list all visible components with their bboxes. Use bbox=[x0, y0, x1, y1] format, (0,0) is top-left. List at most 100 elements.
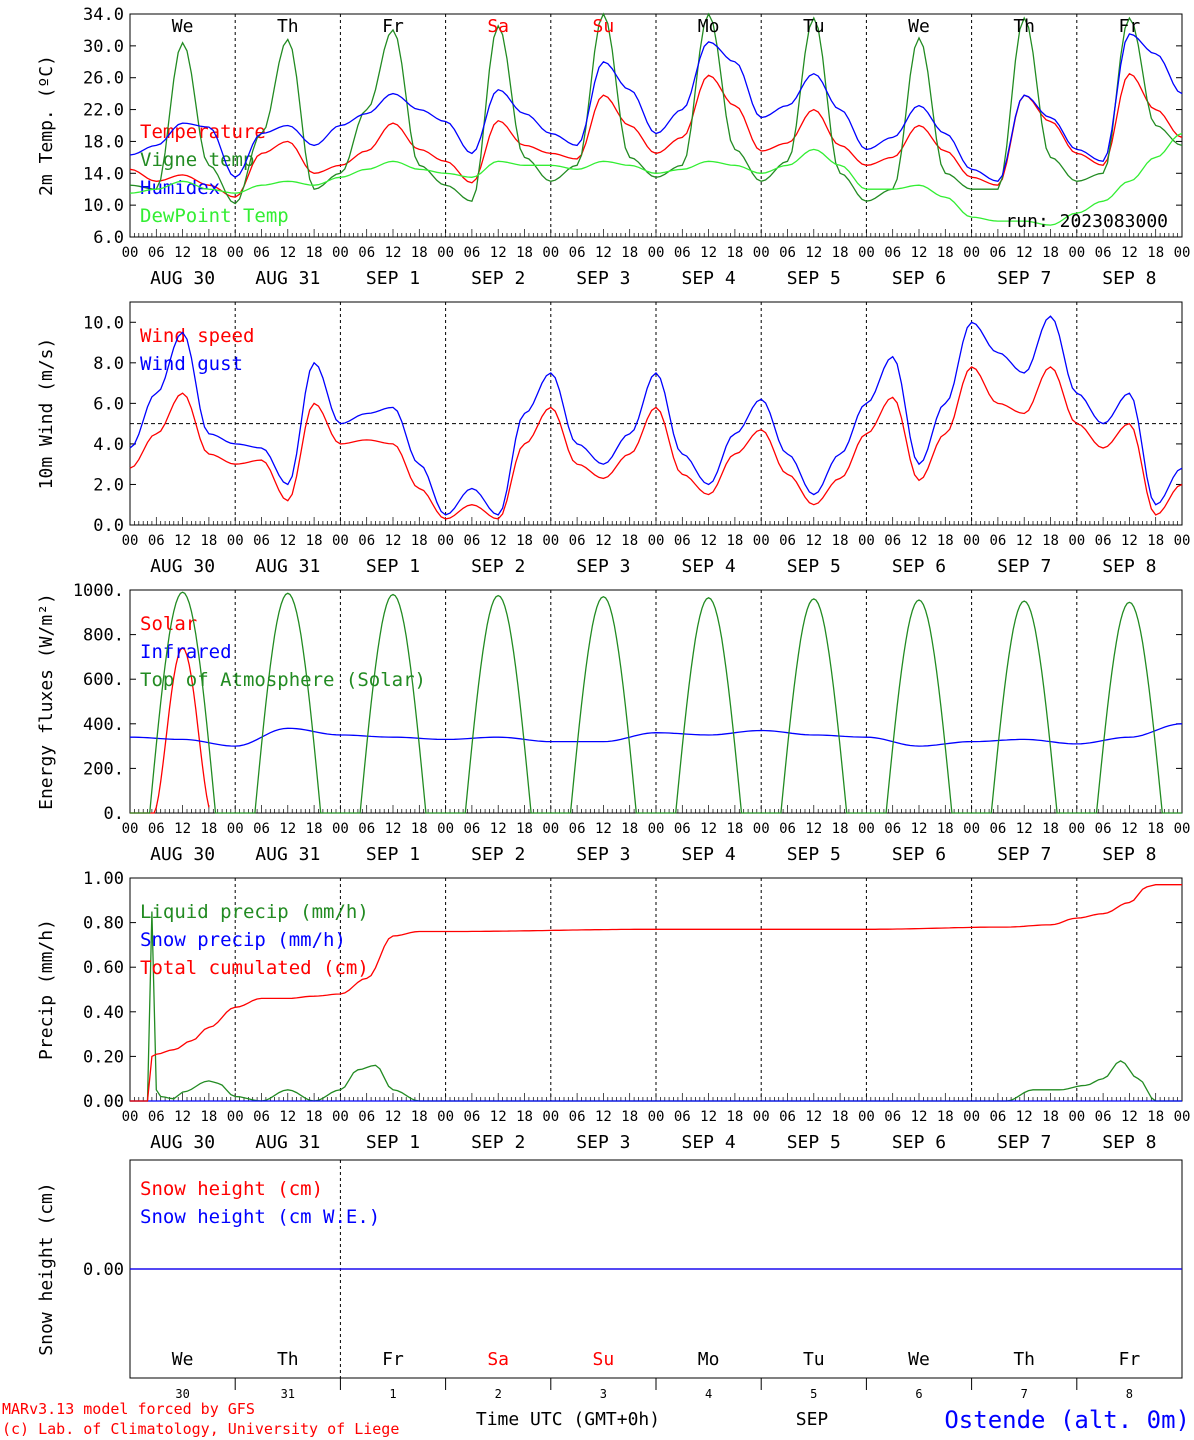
hour-label: 06 bbox=[358, 821, 375, 837]
y-axis-label: Precip (mm/h) bbox=[36, 919, 57, 1060]
hour-label: 18 bbox=[621, 245, 638, 261]
hour-label: 00 bbox=[963, 821, 980, 837]
hour-label: 06 bbox=[148, 1109, 165, 1125]
hour-label: 12 bbox=[385, 1109, 402, 1125]
hour-label: 12 bbox=[1016, 533, 1033, 549]
hour-label: 18 bbox=[726, 245, 743, 261]
hour-label: 00 bbox=[542, 533, 559, 549]
date-label: SEP 8 bbox=[1102, 268, 1156, 289]
date-label: SEP 6 bbox=[892, 844, 946, 865]
day-number-label: 4 bbox=[705, 1387, 712, 1401]
precip-panel: 0.00 0.20 0.40 0.60 0.80 1.00 Precip (mm/h) 00 0… bbox=[36, 869, 1190, 1153]
date-label: SEP 2 bbox=[471, 268, 525, 289]
weekday-label: Th bbox=[277, 1349, 299, 1370]
date-label: SEP 3 bbox=[576, 556, 630, 577]
hour-label: 00 bbox=[332, 245, 349, 261]
y-axis-label: 2m Temp. (ºC) bbox=[36, 55, 57, 196]
date-label: SEP 3 bbox=[576, 268, 630, 289]
hour-label: 06 bbox=[569, 245, 586, 261]
hour-label: 12 bbox=[805, 533, 822, 549]
y-tick-label: 0.20 bbox=[83, 1047, 124, 1067]
date-label: SEP 5 bbox=[787, 1132, 841, 1153]
hour-label: 00 bbox=[332, 821, 349, 837]
hour-label: 00 bbox=[963, 1109, 980, 1125]
hour-label: 06 bbox=[148, 533, 165, 549]
hour-ticks bbox=[129, 1093, 1183, 1101]
hour-label: 06 bbox=[779, 821, 796, 837]
weekday-label: Fr bbox=[382, 16, 404, 37]
y-axis-label: Energy fluxes (W/m²) bbox=[36, 593, 57, 810]
legend-entry: DewPoint Temp bbox=[140, 205, 289, 227]
y-tick-label: 0.40 bbox=[83, 1003, 124, 1023]
hour-label: 06 bbox=[463, 821, 480, 837]
date-label: AUG 30 bbox=[150, 1132, 215, 1153]
hour-label: 12 bbox=[805, 821, 822, 837]
hour-label: 06 bbox=[148, 821, 165, 837]
hour-label: 18 bbox=[306, 1109, 323, 1125]
hour-label: 12 bbox=[805, 1109, 822, 1125]
date-label: AUG 30 bbox=[150, 556, 215, 577]
hour-label: 12 bbox=[490, 1109, 507, 1125]
date-label: SEP 2 bbox=[471, 1132, 525, 1153]
y-axis-label: Snow height (cm) bbox=[36, 1182, 57, 1355]
hour-label: 18 bbox=[832, 245, 849, 261]
hour-label: 18 bbox=[200, 821, 217, 837]
hour-label: 12 bbox=[911, 533, 928, 549]
legend-entry: Wind speed bbox=[140, 325, 254, 347]
hour-label: 00 bbox=[1174, 1109, 1191, 1125]
station-label: Ostende (alt. 0m) bbox=[944, 1406, 1190, 1434]
day-number-label: 3 bbox=[600, 1387, 607, 1401]
hour-label: 06 bbox=[884, 821, 901, 837]
y-tick-label: 0.0 bbox=[93, 516, 124, 536]
y-tick-label: 14.0 bbox=[83, 164, 124, 184]
hour-label: 00 bbox=[122, 1109, 139, 1125]
hour-label: 12 bbox=[490, 821, 507, 837]
hour-label: 00 bbox=[753, 821, 770, 837]
hour-label: 00 bbox=[858, 533, 875, 549]
day-number-label: 5 bbox=[810, 1387, 817, 1401]
series-line-solar bbox=[130, 647, 210, 814]
hour-label: 18 bbox=[306, 533, 323, 549]
y-tick-label: 22.0 bbox=[83, 101, 124, 121]
weekday-label: We bbox=[908, 16, 930, 37]
hour-label: 12 bbox=[1121, 1109, 1138, 1125]
hour-label: 00 bbox=[753, 533, 770, 549]
y-tick-label: 0.00 bbox=[83, 1092, 124, 1112]
hour-label: 18 bbox=[937, 245, 954, 261]
hour-label: 12 bbox=[174, 245, 191, 261]
hour-label: 06 bbox=[253, 245, 270, 261]
hour-label: 18 bbox=[1042, 1109, 1059, 1125]
hour-ticks bbox=[129, 805, 1183, 813]
date-label: SEP 8 bbox=[1102, 556, 1156, 577]
plot-frame bbox=[129, 589, 1183, 814]
hour-label: 12 bbox=[700, 1109, 717, 1125]
hour-label: 18 bbox=[1147, 821, 1164, 837]
hour-label: 06 bbox=[1095, 821, 1112, 837]
date-label: SEP 6 bbox=[892, 268, 946, 289]
hour-label: 00 bbox=[1174, 245, 1191, 261]
hour-label: 18 bbox=[200, 1109, 217, 1125]
credit-line-2: (c) Lab. of Climatology, University of L… bbox=[2, 1420, 399, 1438]
date-label: SEP 5 bbox=[787, 844, 841, 865]
hour-label: 18 bbox=[411, 245, 428, 261]
hour-label: 00 bbox=[1174, 533, 1191, 549]
hour-label: 18 bbox=[516, 245, 533, 261]
hour-label: 06 bbox=[1095, 1109, 1112, 1125]
hour-label: 18 bbox=[1147, 1109, 1164, 1125]
hour-label: 00 bbox=[542, 821, 559, 837]
hour-label: 06 bbox=[569, 1109, 586, 1125]
date-label: SEP 7 bbox=[997, 844, 1051, 865]
y-tick-label: 10.0 bbox=[83, 313, 124, 333]
hour-label: 18 bbox=[621, 533, 638, 549]
hour-label: 00 bbox=[437, 245, 454, 261]
hour-label: 06 bbox=[463, 1109, 480, 1125]
hour-label: 06 bbox=[779, 245, 796, 261]
y-tick-label: 1000. bbox=[73, 581, 124, 601]
hour-label: 06 bbox=[674, 245, 691, 261]
hour-label: 12 bbox=[595, 1109, 612, 1125]
date-label: AUG 31 bbox=[255, 1132, 320, 1153]
hour-label: 18 bbox=[832, 533, 849, 549]
date-label: AUG 30 bbox=[150, 268, 215, 289]
weekday-label: We bbox=[172, 1349, 194, 1370]
